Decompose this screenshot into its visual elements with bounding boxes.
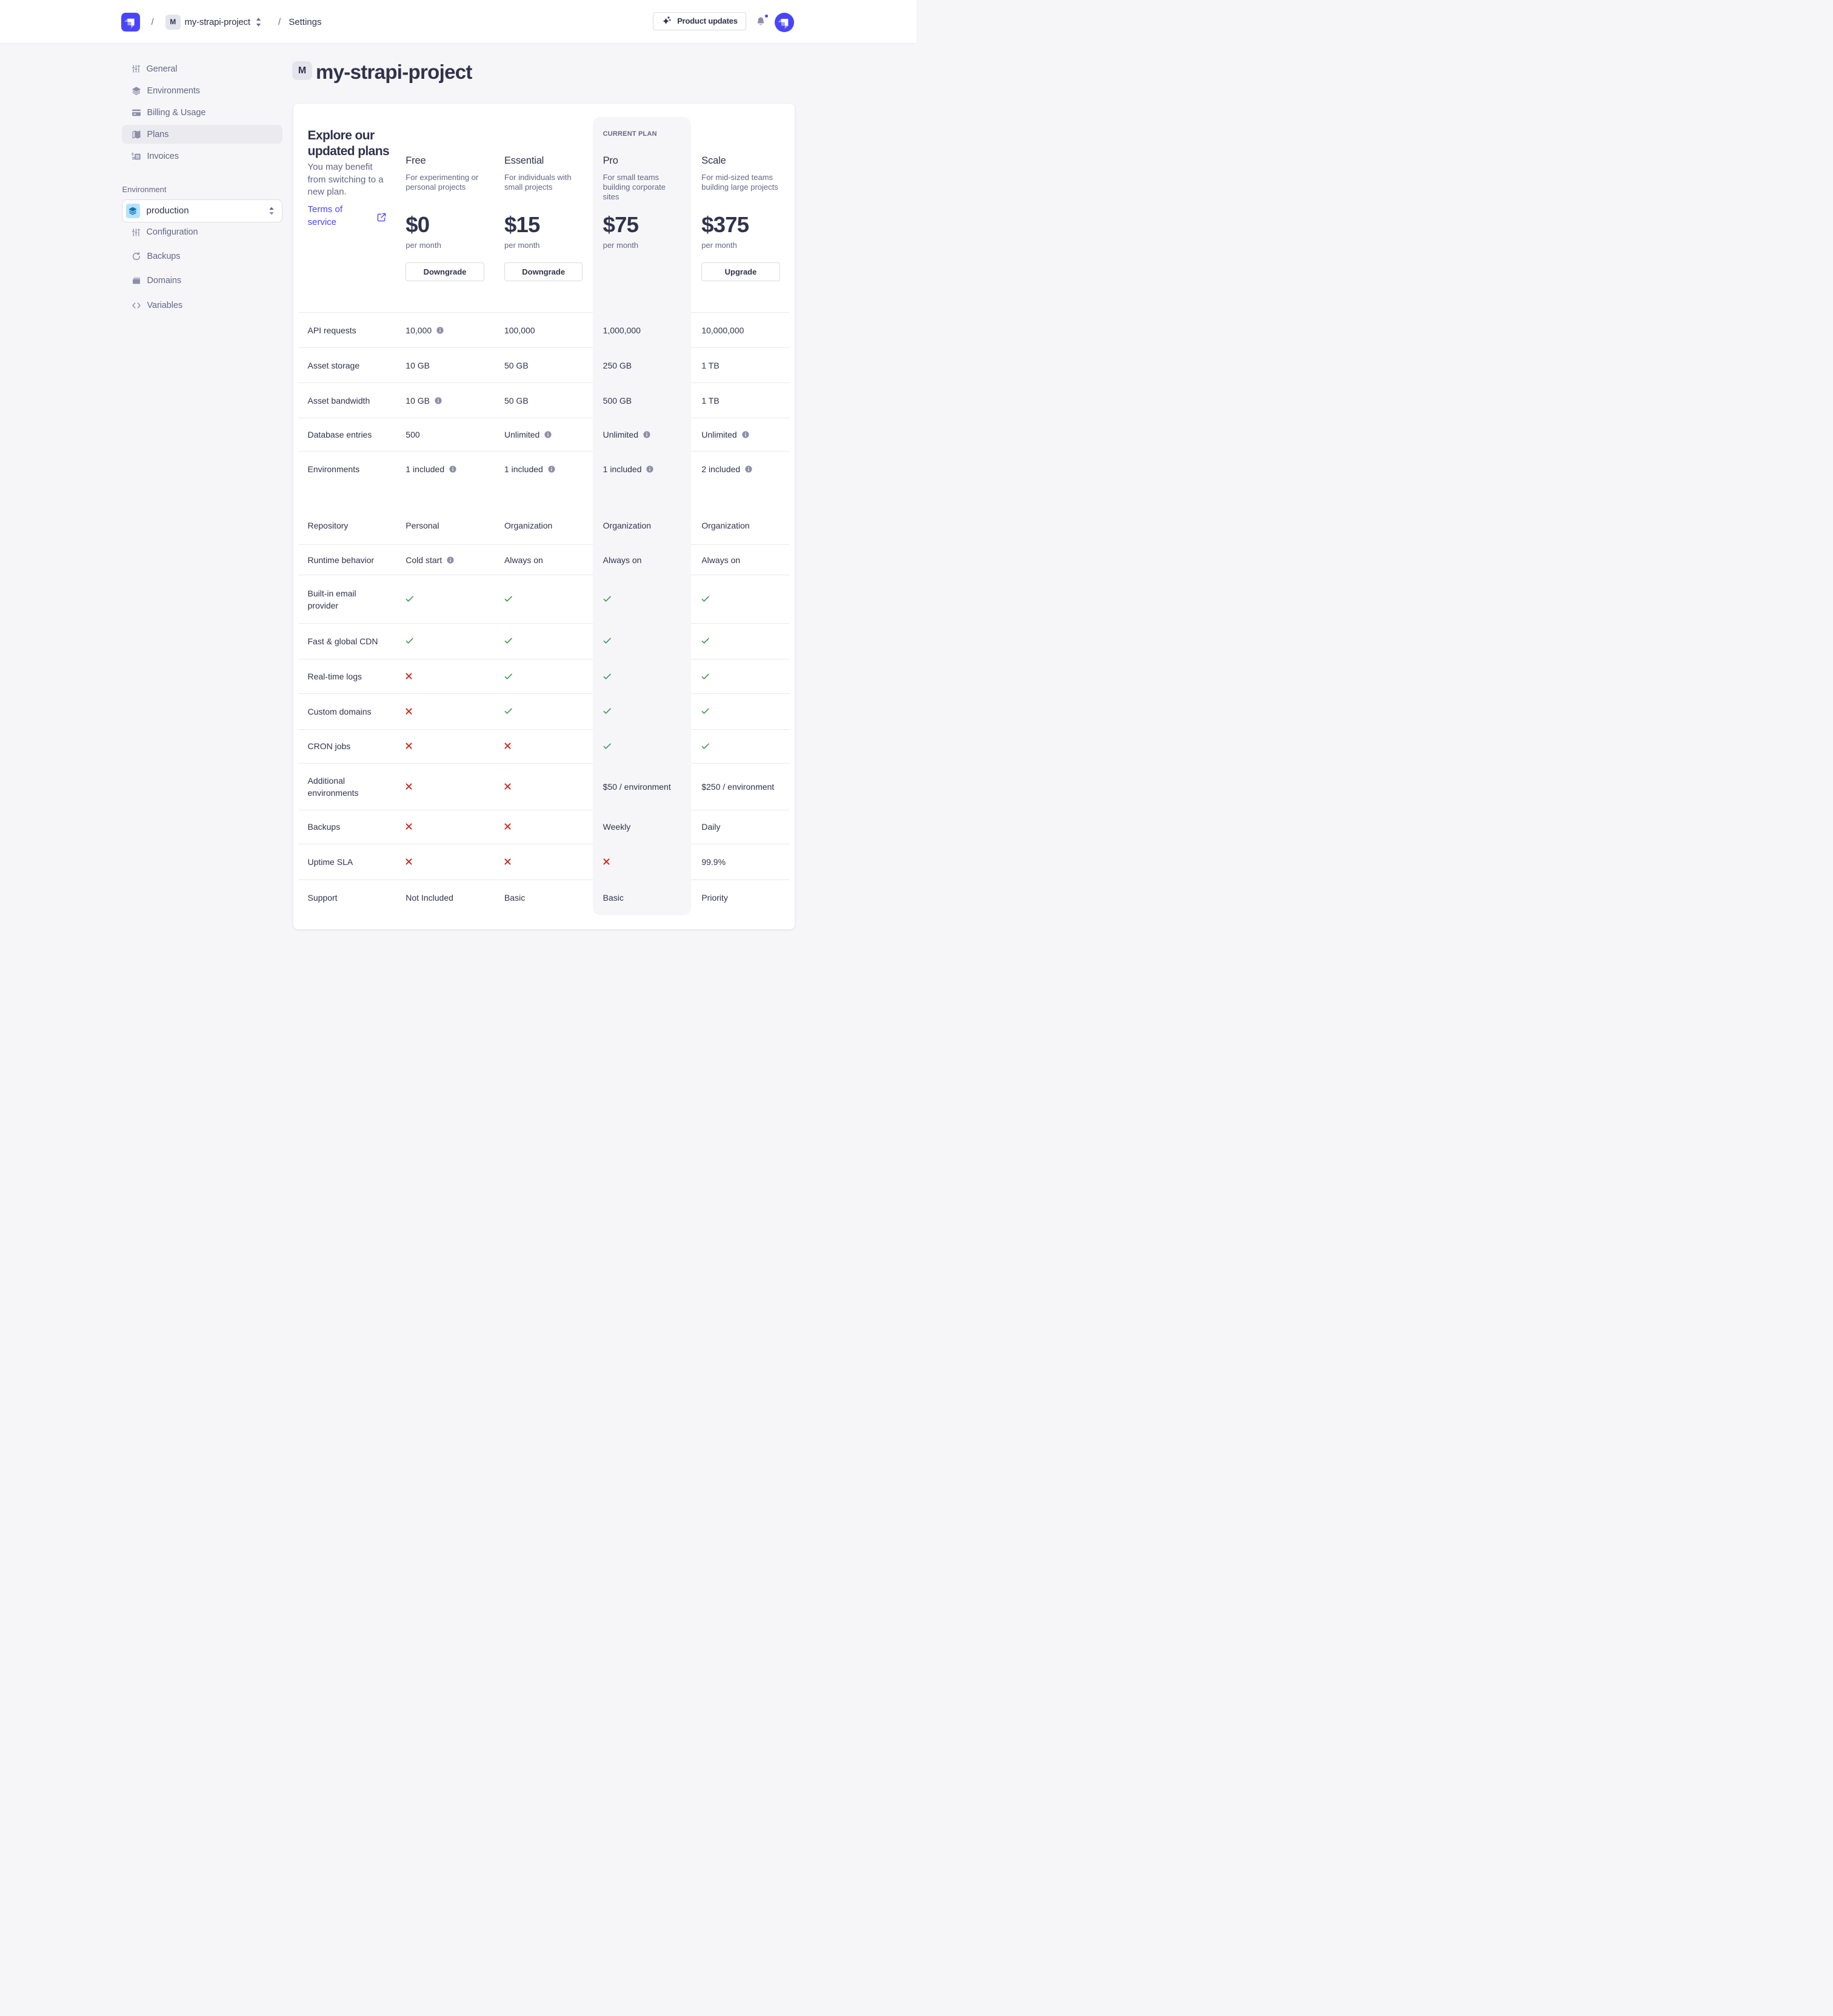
svg-text:$: $ <box>132 152 134 156</box>
